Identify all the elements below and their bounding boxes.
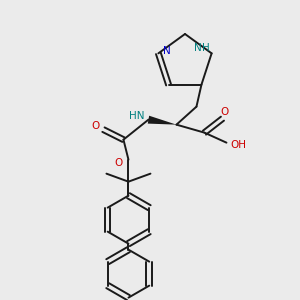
Text: O: O bbox=[114, 158, 123, 168]
Text: N: N bbox=[164, 46, 171, 56]
Text: O: O bbox=[91, 121, 100, 131]
Text: HN: HN bbox=[129, 111, 144, 121]
Text: OH: OH bbox=[230, 140, 247, 150]
Text: N: N bbox=[194, 43, 202, 53]
Text: O: O bbox=[220, 107, 229, 117]
Polygon shape bbox=[148, 116, 176, 125]
Text: H: H bbox=[202, 43, 209, 53]
